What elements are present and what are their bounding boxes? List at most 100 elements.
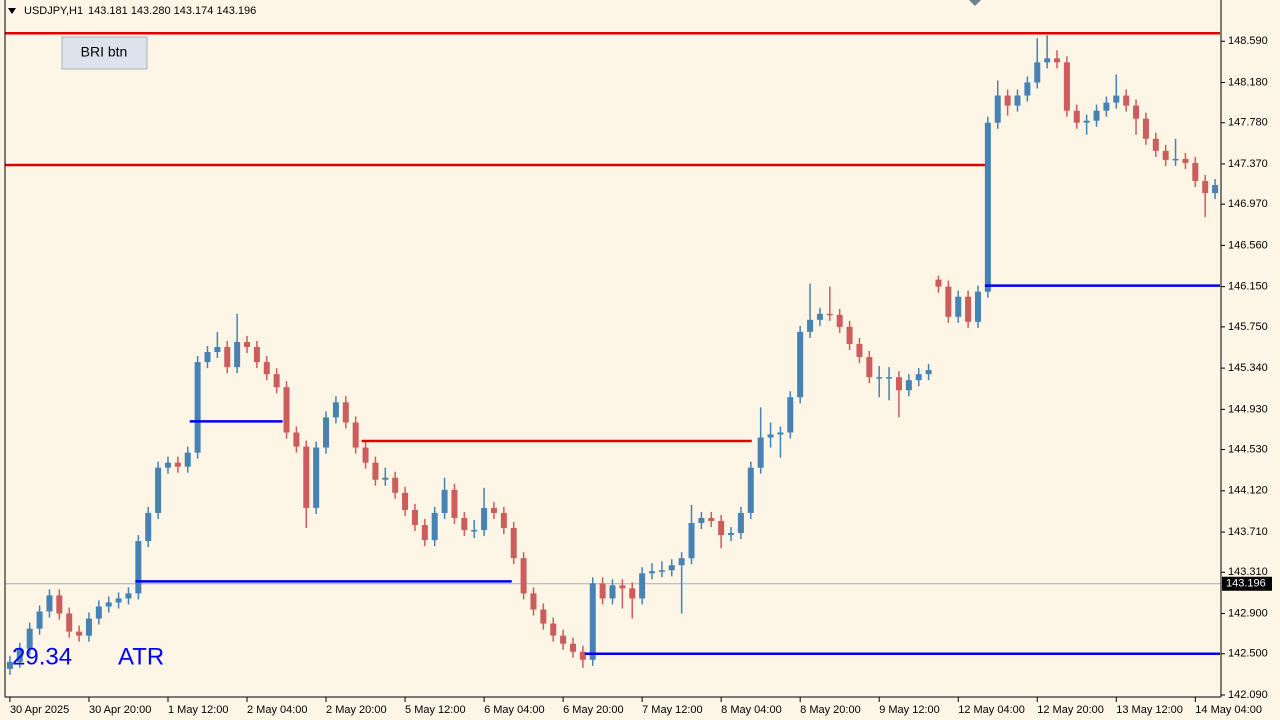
x-tick-label: 12 May 20:00 bbox=[1037, 704, 1104, 716]
symbol: USDJPY,H1 bbox=[24, 5, 83, 17]
price-tag bbox=[1222, 576, 1272, 591]
candle-body bbox=[767, 434, 774, 438]
quote: 143.181 143.280 143.174 143.196 bbox=[88, 5, 256, 17]
candle-body bbox=[915, 374, 922, 381]
candle-body bbox=[224, 346, 231, 368]
atr-label: ATR bbox=[118, 643, 164, 670]
candle-body bbox=[145, 512, 152, 542]
x-tick-label: 12 May 04:00 bbox=[958, 704, 1025, 716]
candle-body bbox=[1073, 110, 1080, 123]
candle-body bbox=[85, 618, 92, 636]
x-tick-label: 6 May 04:00 bbox=[484, 704, 545, 716]
candle-body bbox=[174, 462, 181, 467]
candle-body bbox=[1162, 150, 1169, 160]
y-tick-label: 145.340 bbox=[1228, 362, 1268, 374]
candle-body bbox=[105, 602, 112, 607]
candle-body bbox=[1054, 58, 1061, 63]
candle-body bbox=[1172, 158, 1179, 161]
candle-body bbox=[1103, 102, 1110, 111]
candle-body bbox=[955, 296, 962, 317]
candle-body bbox=[1044, 58, 1051, 63]
candle-body bbox=[639, 573, 646, 599]
x-tick-label: 1 May 12:00 bbox=[168, 704, 229, 716]
candle-body bbox=[718, 520, 725, 536]
candle-body bbox=[204, 352, 211, 363]
x-tick-label: 7 May 12:00 bbox=[642, 704, 703, 716]
candle-body bbox=[560, 635, 567, 644]
candle-body bbox=[115, 598, 122, 603]
x-tick-label: 5 May 12:00 bbox=[405, 704, 466, 716]
candle-body bbox=[1014, 95, 1021, 106]
candle-body bbox=[66, 613, 73, 632]
y-tick-label: 143.710 bbox=[1228, 526, 1268, 538]
candle-body bbox=[362, 447, 369, 463]
candle-body bbox=[649, 571, 656, 574]
x-tick-label: 30 Apr 2025 bbox=[10, 704, 69, 716]
x-tick-label: 2 May 04:00 bbox=[247, 704, 308, 716]
x-tick-label: 13 May 12:00 bbox=[1116, 704, 1183, 716]
candle-body bbox=[777, 432, 784, 435]
candle-body bbox=[510, 528, 517, 559]
candle-body bbox=[945, 286, 952, 317]
candle-body bbox=[994, 95, 1001, 123]
candle-body bbox=[589, 583, 596, 660]
candle-body bbox=[253, 346, 260, 363]
candle-body bbox=[895, 377, 902, 391]
candle-body bbox=[520, 558, 527, 594]
candle-body bbox=[1152, 138, 1159, 151]
candle-body bbox=[876, 377, 883, 379]
candle-body bbox=[500, 512, 507, 529]
button-label[interactable]: BRI btn bbox=[81, 44, 128, 60]
candle-body bbox=[747, 467, 754, 513]
button[interactable]: BRI btn bbox=[61, 36, 148, 70]
candle-body bbox=[16, 648, 23, 662]
x-tick-label: 30 Apr 20:00 bbox=[89, 704, 151, 716]
candle-body bbox=[787, 397, 794, 433]
candle-body bbox=[125, 593, 132, 599]
candle-body bbox=[550, 623, 557, 636]
y-tick-label: 147.780 bbox=[1228, 117, 1268, 129]
candle-body bbox=[540, 609, 547, 624]
x-tick-label: 2 May 20:00 bbox=[326, 704, 387, 716]
candle-body bbox=[283, 387, 290, 433]
plot-area bbox=[5, 31, 1221, 675]
candle-body bbox=[411, 509, 418, 526]
candle-body bbox=[886, 377, 893, 379]
y-tick-label: 146.970 bbox=[1228, 198, 1268, 210]
candle-body bbox=[737, 512, 744, 534]
button-face[interactable] bbox=[61, 36, 148, 70]
candle-body bbox=[1202, 181, 1209, 194]
x-tick-label: 9 May 12:00 bbox=[879, 704, 940, 716]
candle-body bbox=[856, 343, 863, 358]
candle-body bbox=[441, 489, 448, 513]
candle-body bbox=[698, 517, 705, 524]
x-tick-label: 8 May 20:00 bbox=[800, 704, 861, 716]
candle-body bbox=[56, 595, 63, 614]
candle-body bbox=[1192, 162, 1199, 182]
candle-body bbox=[1083, 120, 1090, 123]
y-tick-label: 142.900 bbox=[1228, 607, 1268, 619]
y-tick-label: 148.180 bbox=[1228, 76, 1268, 88]
candle-body bbox=[95, 606, 102, 619]
scroll-marker bbox=[969, 0, 981, 6]
candle-body bbox=[184, 452, 191, 467]
candle-body bbox=[234, 341, 241, 368]
y-tick-label: 144.120 bbox=[1228, 485, 1268, 497]
candle-body bbox=[342, 402, 349, 423]
x-tick-label: 6 May 20:00 bbox=[563, 704, 624, 716]
candle-body bbox=[965, 296, 972, 322]
x-tick-label: 14 May 04:00 bbox=[1195, 704, 1262, 716]
candle-body bbox=[688, 523, 695, 559]
candle-body bbox=[1024, 82, 1031, 96]
candle-body bbox=[461, 517, 468, 531]
candle-body bbox=[372, 462, 379, 480]
candle-body bbox=[46, 595, 53, 612]
y-tick-label: 144.930 bbox=[1228, 403, 1268, 415]
candle-body bbox=[708, 517, 715, 521]
candle-body bbox=[1123, 95, 1130, 106]
candle-body bbox=[579, 651, 586, 660]
candle-body bbox=[826, 313, 833, 316]
